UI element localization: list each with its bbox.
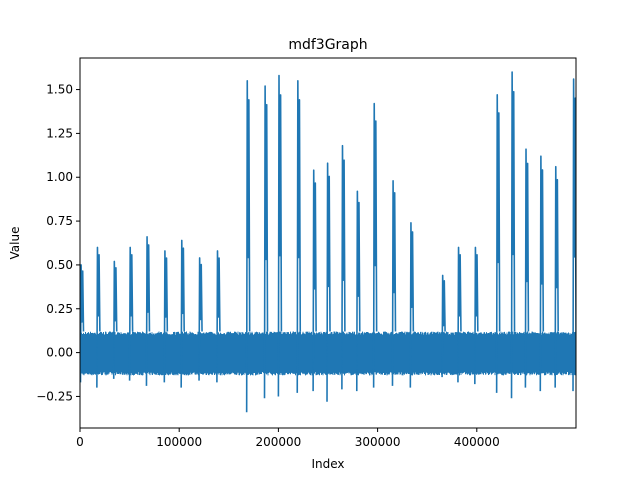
- y-tick-label: 1.50: [46, 83, 73, 97]
- series-spike: [341, 144, 346, 390]
- series-spike: [554, 165, 559, 388]
- series-spike: [312, 169, 317, 392]
- series-spike: [263, 85, 269, 399]
- series-spike: [441, 274, 446, 378]
- series-spike: [572, 78, 576, 392]
- y-tick-label: 1.25: [46, 126, 73, 140]
- x-tick-label: 100000: [156, 435, 202, 449]
- series-spike: [539, 155, 545, 392]
- series-spike: [198, 257, 203, 381]
- series-spike: [457, 246, 462, 383]
- x-axis-label: Index: [311, 457, 344, 471]
- series-spike: [409, 222, 415, 388]
- series-spike: [96, 246, 101, 388]
- y-tick-label: 0.25: [46, 302, 73, 316]
- series-spike: [391, 179, 397, 386]
- x-tick-label: 0: [76, 435, 84, 449]
- x-axis: 0 100000 200000 300000 400000: [76, 428, 500, 449]
- plot-area: [80, 71, 576, 413]
- series-spike: [326, 162, 331, 402]
- y-tick-label: 0.50: [46, 258, 73, 272]
- x-tick-label: 300000: [355, 435, 401, 449]
- series-spike: [524, 148, 530, 388]
- series-noise-band: [80, 331, 576, 376]
- y-tick-label: 0.75: [46, 214, 73, 228]
- x-tick-label: 400000: [454, 435, 500, 449]
- series-spike: [355, 190, 361, 392]
- chart-title: mdf3Graph: [288, 37, 367, 53]
- series-spike: [372, 102, 378, 388]
- series-spike: [296, 80, 302, 393]
- y-tick-label: −0.25: [36, 389, 73, 403]
- series-spike: [112, 260, 118, 379]
- series-spike: [245, 80, 251, 413]
- series-spike: [495, 94, 501, 393]
- series-spike: [80, 264, 85, 383]
- axes-frame: [79, 57, 577, 429]
- y-tick-label: 1.00: [46, 170, 73, 184]
- y-tick-label: 0.00: [46, 346, 73, 360]
- series-spike: [474, 246, 479, 385]
- y-axis: −0.25 0.00 0.25 0.50 0.75 1.00 1.25 1.50: [36, 83, 80, 403]
- series-spike: [180, 239, 185, 388]
- y-axis-label: Value: [8, 227, 22, 260]
- series-spike: [216, 250, 221, 383]
- x-tick-label: 200000: [255, 435, 301, 449]
- series-spike: [145, 236, 151, 386]
- series-spike: [510, 71, 516, 399]
- series-spike: [128, 246, 134, 381]
- series-spike: [277, 74, 283, 397]
- series-spike: [163, 250, 169, 383]
